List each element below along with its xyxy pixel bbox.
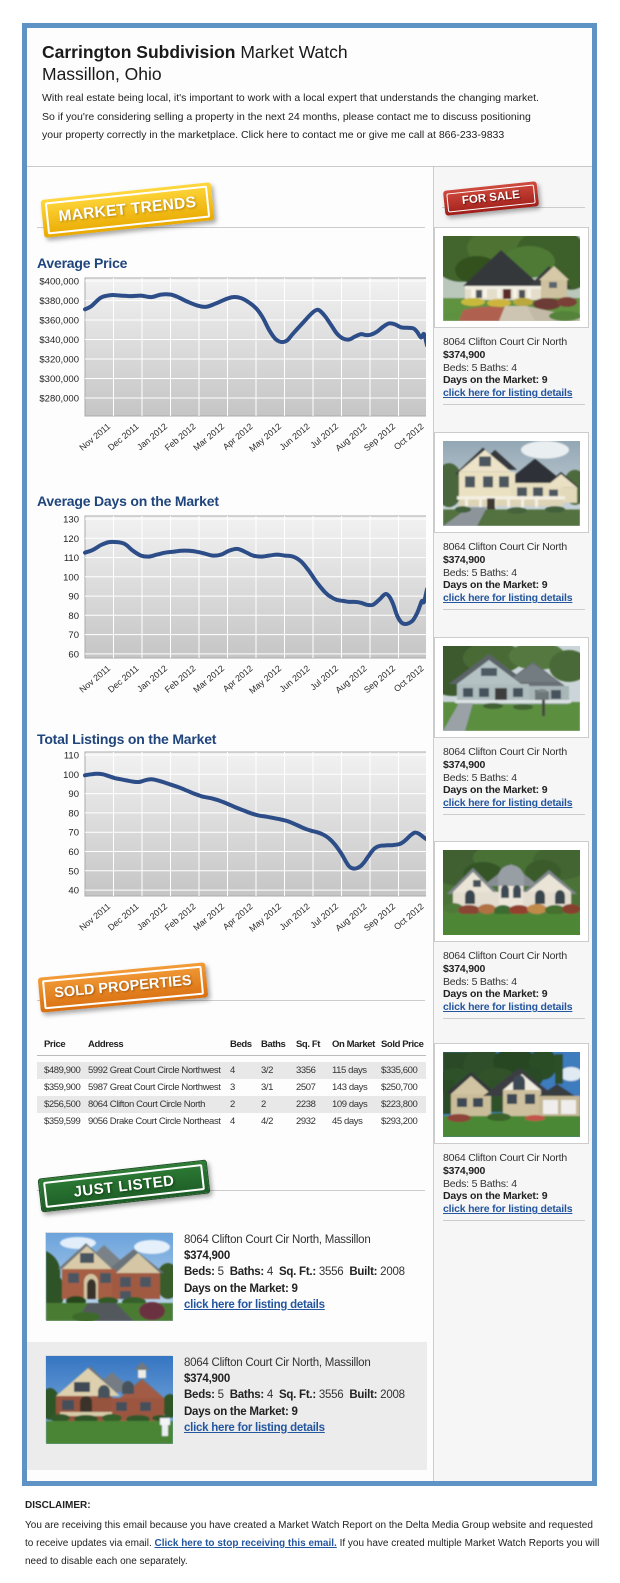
svg-text:Nov 2011: Nov 2011 <box>77 421 112 453</box>
svg-text:$400,000: $400,000 <box>39 277 79 288</box>
svg-text:Jun 2012: Jun 2012 <box>278 901 312 932</box>
svg-text:Sep 2012: Sep 2012 <box>362 663 397 695</box>
svg-text:May 2012: May 2012 <box>247 421 283 454</box>
svg-text:May 2012: May 2012 <box>247 663 283 696</box>
svg-text:Dec 2011: Dec 2011 <box>106 421 141 453</box>
svg-text:Nov 2011: Nov 2011 <box>77 663 112 695</box>
svg-text:Jun 2012: Jun 2012 <box>278 663 312 694</box>
svg-text:Mar 2012: Mar 2012 <box>191 663 226 695</box>
svg-text:$320,000: $320,000 <box>39 355 79 366</box>
svg-text:130: 130 <box>63 515 79 526</box>
svg-text:Dec 2011: Dec 2011 <box>106 901 141 933</box>
svg-text:60: 60 <box>68 847 79 858</box>
svg-text:120: 120 <box>63 534 79 545</box>
svg-text:80: 80 <box>68 808 79 819</box>
svg-text:60: 60 <box>68 649 79 660</box>
svg-text:110: 110 <box>64 751 79 762</box>
svg-text:May 2012: May 2012 <box>247 901 283 934</box>
svg-text:Jun 2012: Jun 2012 <box>278 421 312 452</box>
svg-text:100: 100 <box>63 770 79 781</box>
svg-text:Nov 2011: Nov 2011 <box>77 901 112 933</box>
svg-text:110: 110 <box>64 553 79 564</box>
svg-text:$360,000: $360,000 <box>39 316 79 327</box>
svg-text:80: 80 <box>68 611 79 622</box>
svg-text:Mar 2012: Mar 2012 <box>191 421 226 453</box>
svg-text:50: 50 <box>68 866 79 877</box>
svg-text:40: 40 <box>68 886 79 897</box>
svg-text:Dec 2011: Dec 2011 <box>106 663 141 695</box>
svg-text:90: 90 <box>68 592 79 603</box>
svg-text:Oct 2012: Oct 2012 <box>392 421 426 452</box>
svg-text:90: 90 <box>68 789 79 800</box>
svg-text:Mar 2012: Mar 2012 <box>191 901 226 933</box>
svg-text:Oct 2012: Oct 2012 <box>392 901 426 932</box>
svg-text:$300,000: $300,000 <box>39 374 79 385</box>
svg-text:Sep 2012: Sep 2012 <box>362 421 397 453</box>
svg-text:70: 70 <box>68 828 79 839</box>
svg-text:$380,000: $380,000 <box>39 296 79 307</box>
svg-text:Sep 2012: Sep 2012 <box>362 901 397 933</box>
svg-text:100: 100 <box>63 572 79 583</box>
svg-text:70: 70 <box>68 630 79 641</box>
svg-text:$280,000: $280,000 <box>39 394 79 405</box>
svg-text:$340,000: $340,000 <box>39 335 79 346</box>
svg-text:Oct 2012: Oct 2012 <box>392 663 426 694</box>
